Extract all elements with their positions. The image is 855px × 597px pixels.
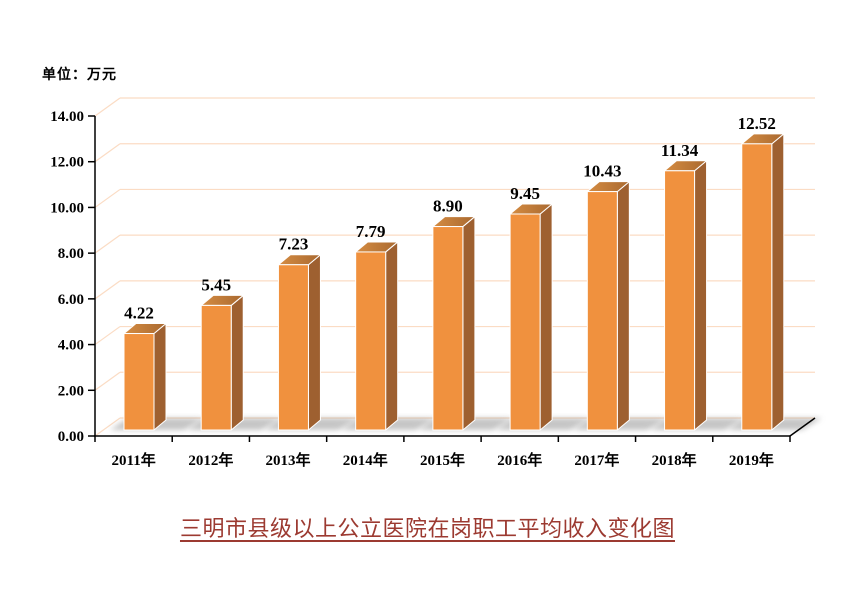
bar-value-label: 12.52 <box>738 114 776 133</box>
bar-side-face <box>616 181 630 431</box>
bar-front-face-2011年 <box>123 333 155 431</box>
bar-side-face <box>153 323 167 431</box>
x-axis-category-label: 2013年 <box>266 451 311 469</box>
bar-side-face <box>694 160 708 431</box>
bar-front-face-2018年 <box>664 170 696 431</box>
floor-right-edge <box>789 417 816 437</box>
x-axis-category-label: 2014年 <box>343 451 388 469</box>
gridline-depth-segment <box>94 97 121 117</box>
bar-side-face <box>462 216 476 431</box>
bar-front-face-2013年 <box>277 264 309 431</box>
bar-side-face <box>771 133 785 431</box>
x-axis-category-label: 2015年 <box>420 451 465 469</box>
x-axis-category-label: 2019年 <box>729 451 774 469</box>
y-axis-tick-label: 2.00 <box>58 383 84 399</box>
chart-title-text: 三明市县级以上公立医院在岗职工平均收入变化图 <box>179 516 675 541</box>
bar-side-face <box>539 203 553 431</box>
gridline-depth-segment <box>94 417 121 437</box>
gridline-depth-segment <box>94 188 121 208</box>
bar-value-label: 11.34 <box>661 141 699 160</box>
x-axis-category-label: 2017年 <box>574 451 619 469</box>
gridline-depth-segment <box>94 371 121 391</box>
gridline-depth-segment <box>94 326 121 346</box>
bar-value-label: 10.43 <box>583 162 621 181</box>
bar-value-label: 5.45 <box>201 275 231 294</box>
x-axis-category-label: 2018年 <box>652 451 697 469</box>
y-axis-tick-label: 12.00 <box>50 155 84 171</box>
bar-value-label: 4.22 <box>124 304 154 323</box>
bar-chart-3d: 0.00 2.00 4.00 6.00 8.00 10.00 12.00 14.00 2011年… <box>50 97 822 469</box>
x-axis-category-label: 2012年 <box>188 451 233 469</box>
bar-front-face-2016年 <box>509 213 541 431</box>
chart-title: 三明市县级以上公立医院在岗职工平均收入变化图 <box>0 511 855 543</box>
bar-value-label: 7.23 <box>279 235 309 254</box>
x-axis-category-label: 2011年 <box>112 451 156 469</box>
bar-front-face-2015年 <box>432 226 464 431</box>
bar-value-label: 9.45 <box>510 184 540 203</box>
bar-side-face <box>307 254 321 431</box>
bar-front-face-2019年 <box>741 143 773 431</box>
y-axis-tick-label: 8.00 <box>58 246 84 262</box>
y-axis-tick-label: 4.00 <box>58 338 84 354</box>
bar-value-label: 8.90 <box>433 197 463 216</box>
y-axis-tick-label: 10.00 <box>50 200 84 216</box>
bar-front-face-2014年 <box>355 251 387 431</box>
unit-label: 单位：万元 <box>42 66 117 82</box>
bar-front-face-2012年 <box>200 304 232 431</box>
bar-side-face <box>230 294 244 431</box>
y-axis-tick-label: 14.00 <box>50 109 84 125</box>
bar-side-face <box>385 241 399 431</box>
bar-front-face-2017年 <box>586 191 618 431</box>
gridline-depth-segment <box>94 280 121 300</box>
gridline-depth-segment <box>94 143 121 163</box>
y-axis-tick-label: 0.00 <box>58 429 84 445</box>
x-axis-category-label: 2016年 <box>497 451 542 469</box>
y-axis-tick-label: 6.00 <box>58 292 84 308</box>
gridline-depth-segment <box>94 234 121 254</box>
bar-value-label: 7.79 <box>356 222 386 241</box>
